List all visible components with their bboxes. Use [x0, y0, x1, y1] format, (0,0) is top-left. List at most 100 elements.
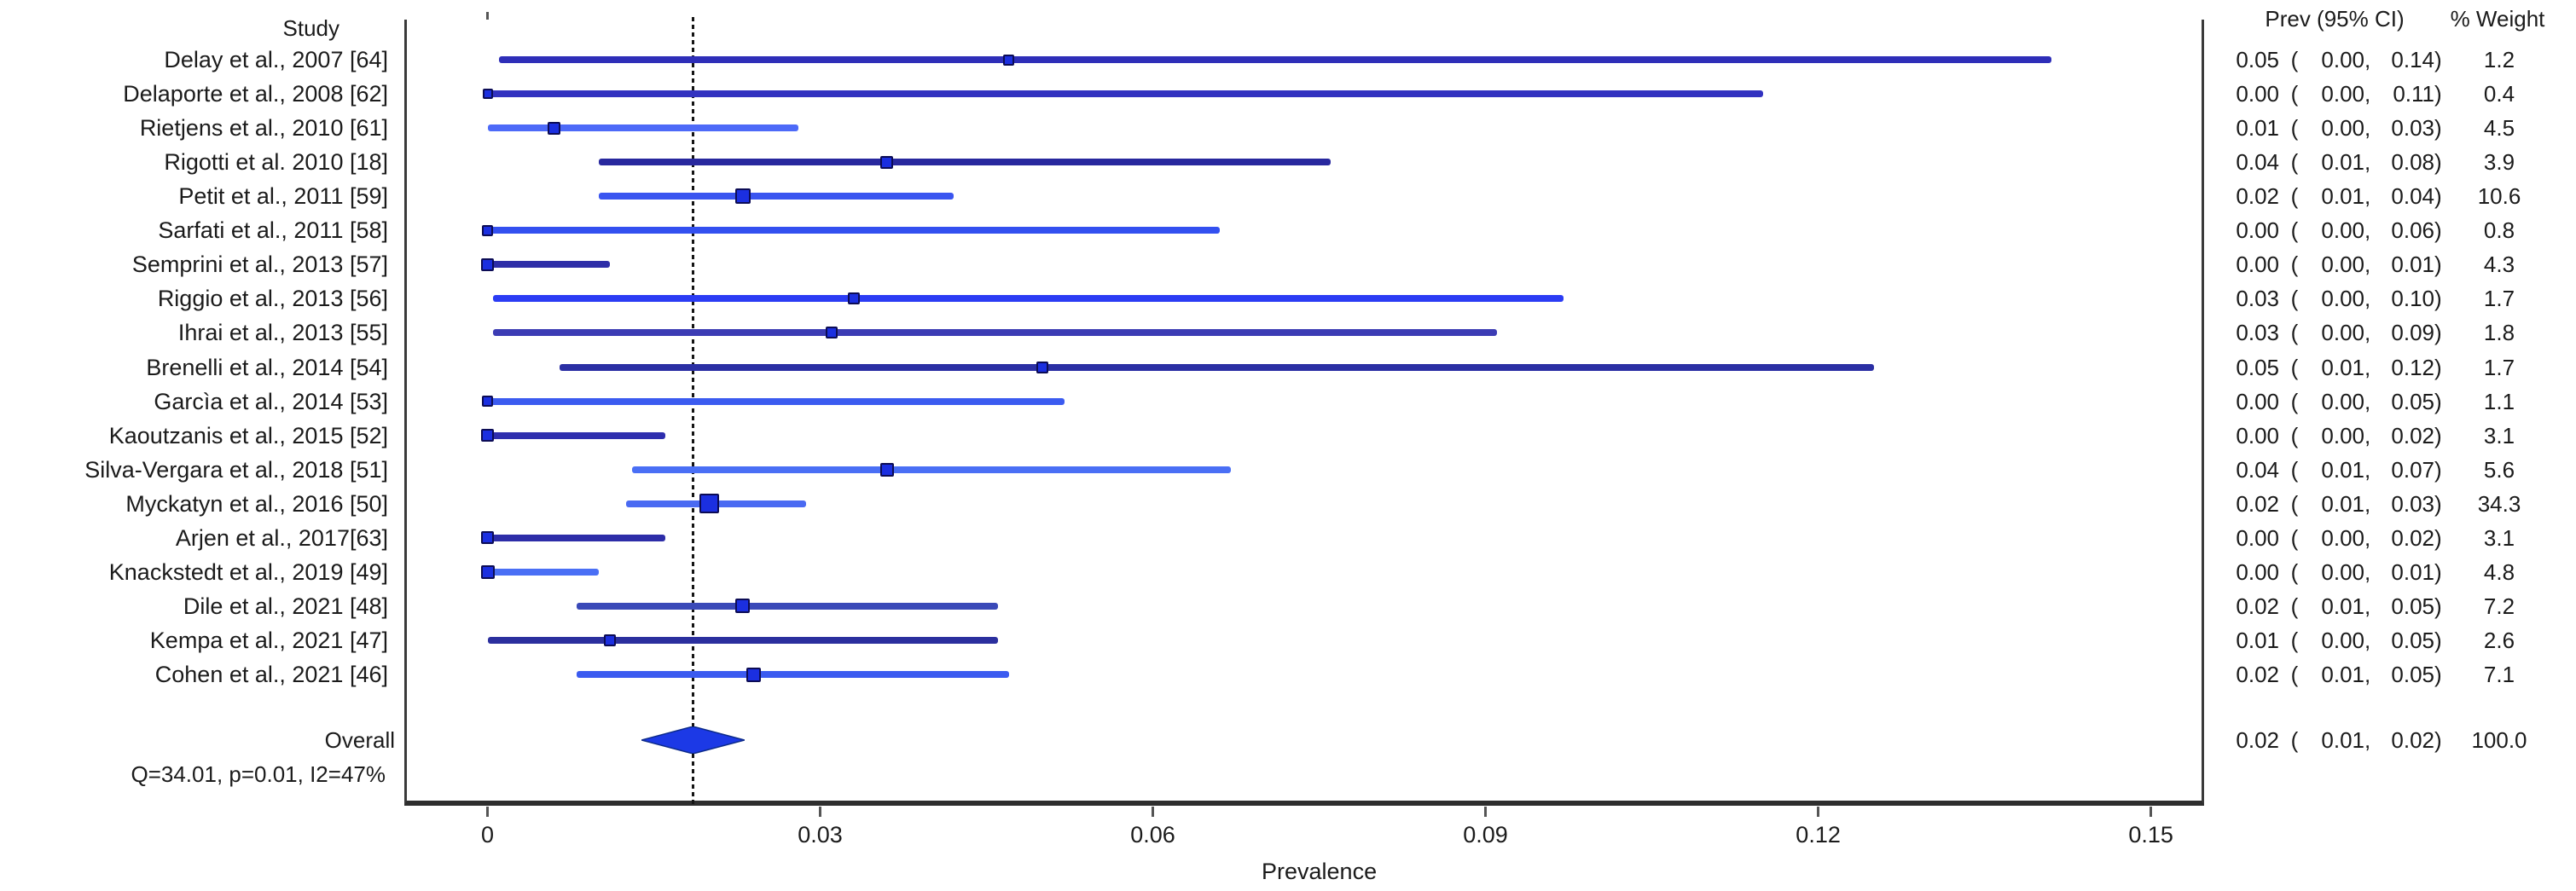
- point-estimate-marker: [1003, 54, 1015, 66]
- confidence-interval-line: [498, 56, 2051, 63]
- ci-upper-value: 0.07: [2391, 456, 2434, 483]
- study-column-header: Study: [282, 15, 340, 41]
- ci-upper-value: 0.10: [2391, 286, 2434, 312]
- value-row: 0.02 ( 0.01 , 0.03 ) 34.3: [2225, 490, 2552, 518]
- value-row: 0.04 ( 0.01 , 0.08 ) 3.9: [2225, 148, 2552, 176]
- overall-label: Overall: [324, 727, 395, 753]
- ci-upper-value: 0.14: [2391, 47, 2434, 72]
- point-estimate-marker: [847, 292, 860, 305]
- ci-upper-value: 0.01: [2391, 252, 2434, 278]
- point-estimate-marker: [603, 634, 616, 647]
- prevalence-value: 0.03: [2236, 286, 2279, 312]
- value-row: 0.00 ( 0.00 , 0.05 ) 1.1: [2225, 388, 2552, 415]
- point-estimate-marker: [481, 531, 494, 545]
- ci-lower-value: 0.00: [2321, 252, 2364, 278]
- point-estimate-marker: [735, 599, 751, 614]
- value-row: 0.03 ( 0.00 , 0.09 ) 1.8: [2225, 319, 2552, 346]
- ci-upper-value: 0.12: [2391, 354, 2434, 380]
- x-axis-tick: [819, 807, 822, 817]
- prevalence-value: 0.00: [2236, 252, 2279, 278]
- ci-upper-value: 0.05: [2391, 662, 2434, 688]
- point-estimate-marker: [482, 224, 493, 236]
- prev-ci-column-header: Prev (95% CI): [2265, 6, 2405, 32]
- confidence-interval-line: [487, 637, 998, 645]
- value-row: 0.00 ( 0.00 , 0.06 ) 0.8: [2225, 217, 2552, 244]
- ci-upper-value: 0.08: [2391, 149, 2434, 176]
- ci-lower-value: 0.00: [2321, 81, 2364, 107]
- study-label: Delay et al., 2007 [64]: [164, 47, 388, 72]
- ci-upper-value: 0.04: [2391, 183, 2434, 210]
- x-axis-tick-label: 0: [480, 822, 495, 848]
- ci-lower-value: 0.00: [2321, 47, 2364, 72]
- prevalence-value: 0.02: [2236, 490, 2279, 517]
- ci-lower-value: 0.00: [2321, 388, 2364, 414]
- value-row: 0.00 ( 0.00 , 0.02 ) 3.1: [2225, 524, 2552, 552]
- value-row: 0.00 ( 0.00 , 0.01 ) 4.8: [2225, 558, 2552, 586]
- prevalence-value: 0.01: [2236, 628, 2279, 654]
- ci-upper-value: 0.06: [2391, 217, 2434, 244]
- point-estimate-marker: [746, 667, 762, 682]
- prevalence-value: 0.02: [2236, 593, 2279, 619]
- study-label: Silva-Vergara et al., 2018 [51]: [84, 456, 388, 483]
- overall-estimate-dashed-line: [691, 17, 694, 804]
- value-row: 0.03 ( 0.00 , 0.10 ) 1.7: [2225, 285, 2552, 312]
- ci-upper-value: 0.03: [2391, 490, 2434, 517]
- ci-upper-value: 0.11: [2393, 81, 2434, 107]
- weight-value: 1.7: [2483, 286, 2515, 312]
- ci-lower-value: 0.01: [2321, 727, 2364, 753]
- study-label: Knackstedt et al., 2019 [49]: [108, 558, 388, 585]
- ci-lower-value: 0.00: [2321, 524, 2364, 551]
- prevalence-value: 0.00: [2236, 558, 2279, 585]
- study-label: Myckatyn et al., 2016 [50]: [125, 490, 388, 517]
- point-estimate-marker: [879, 462, 894, 477]
- point-estimate-marker: [482, 396, 493, 408]
- confidence-interval-line: [598, 159, 1331, 166]
- weight-value: 5.6: [2483, 456, 2515, 483]
- weight-value: 1.8: [2483, 320, 2515, 346]
- confidence-interval-line: [493, 329, 1497, 337]
- prevalence-value: 0.05: [2236, 47, 2279, 72]
- prevalence-value: 0.00: [2236, 422, 2279, 448]
- confidence-interval-line: [576, 602, 998, 610]
- study-label: Delaporte et al., 2008 [62]: [123, 81, 388, 107]
- confidence-interval-line: [487, 261, 610, 269]
- weight-value: 1.7: [2483, 354, 2515, 380]
- study-label: Rigotti et al. 2010 [18]: [164, 149, 388, 176]
- heterogeneity-stats: Q=34.01, p=0.01, I2=47%: [131, 761, 386, 787]
- study-label: Dile et al., 2021 [48]: [183, 593, 388, 619]
- point-estimate-marker: [480, 564, 495, 579]
- prevalence-value: 0.02: [2236, 727, 2279, 753]
- value-row: 0.02 ( 0.01 , 0.02 ) 100.0: [2225, 726, 2552, 754]
- x-axis-tick: [2150, 807, 2153, 817]
- value-row: 0.00 ( 0.00 , 0.01 ) 4.3: [2225, 251, 2552, 278]
- weight-value: 3.1: [2483, 422, 2515, 448]
- prevalence-value: 0.00: [2236, 81, 2279, 107]
- point-estimate-marker: [1036, 361, 1048, 373]
- ci-upper-value: 0.05: [2391, 388, 2434, 414]
- x-axis-tick-label: 0.09: [1463, 822, 1508, 848]
- ci-upper-value: 0.09: [2391, 320, 2434, 346]
- confidence-interval-line: [598, 193, 954, 200]
- x-axis-tick: [1484, 807, 1488, 817]
- x-axis-tick: [1152, 807, 1155, 817]
- confidence-interval-line: [487, 124, 798, 132]
- ci-upper-value: 0.01: [2391, 558, 2434, 585]
- point-estimate-marker: [482, 89, 493, 100]
- confidence-interval-line: [493, 295, 1564, 303]
- ci-lower-value: 0.00: [2321, 320, 2364, 346]
- weight-value: 34.3: [2477, 490, 2521, 517]
- value-row: 0.00 ( 0.00 , 0.11 ) 0.4: [2225, 80, 2552, 107]
- x-axis-tick: [1817, 807, 1820, 817]
- ci-upper-value: 0.05: [2391, 628, 2434, 654]
- point-estimate-marker: [548, 121, 560, 135]
- value-row: 0.00 ( 0.00 , 0.02 ) 3.1: [2225, 422, 2552, 449]
- point-estimate-marker: [734, 188, 751, 205]
- confidence-interval-line: [576, 671, 1009, 679]
- top-tick-mark: [486, 12, 489, 20]
- study-label: Garcìa et al., 2014 [53]: [154, 388, 388, 414]
- ci-upper-value: 0.02: [2391, 727, 2434, 753]
- confidence-interval-line: [487, 431, 665, 439]
- ci-lower-value: 0.00: [2321, 217, 2364, 244]
- ci-lower-value: 0.00: [2321, 628, 2364, 654]
- study-label: Petit et al., 2011 [59]: [178, 183, 388, 210]
